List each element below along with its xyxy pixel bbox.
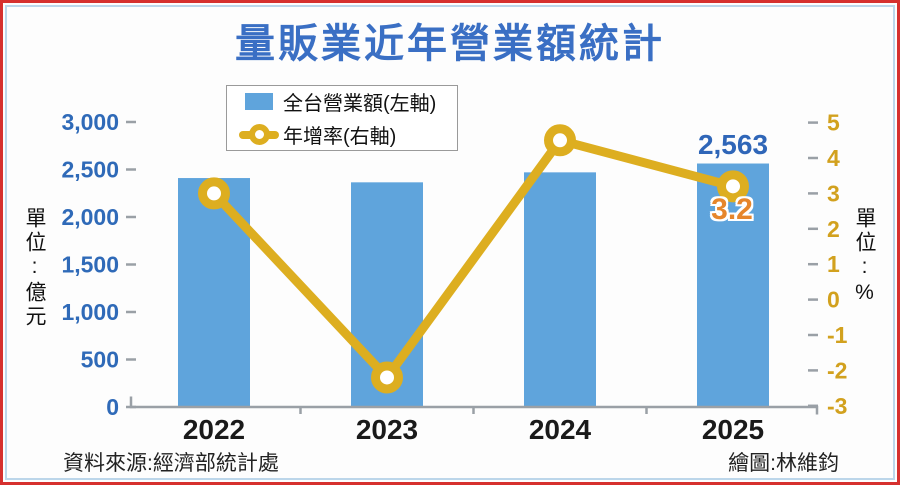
legend-label-growth: 年增率(右軸) bbox=[283, 126, 397, 148]
right-axis-tick-label: 2 bbox=[827, 216, 840, 242]
page-title: 量販業近年營業額統計 bbox=[235, 22, 665, 66]
x-axis-label-2022: 2022 bbox=[183, 414, 245, 445]
right-axis-tick-label: 3 bbox=[827, 180, 840, 206]
left-axis-unit-label: 單位:億元 bbox=[23, 207, 46, 329]
illustrator-credit-text: 繪圖:林維鈞 bbox=[728, 452, 839, 475]
growth-marker-2022 bbox=[198, 177, 230, 210]
revenue-bar-2022 bbox=[178, 178, 250, 407]
right-axis-unit-label: 單位:% bbox=[853, 207, 876, 307]
bar-swatch-icon bbox=[245, 93, 273, 110]
legend-label-revenue: 全台營業額(左軸) bbox=[283, 93, 437, 115]
bar-value-annotation-2025: 2,563 bbox=[697, 129, 769, 160]
right-axis-tick-label: -3 bbox=[827, 393, 847, 419]
left-axis-tick-label: 1,000 bbox=[61, 299, 119, 325]
growth-line bbox=[209, 135, 738, 382]
right-axis-tick-label: 4 bbox=[827, 145, 840, 171]
growth-marker-2023 bbox=[371, 361, 403, 394]
growth-marker-2025 bbox=[717, 170, 749, 203]
right-axis-tick-label: -2 bbox=[827, 357, 847, 383]
right-axis-tick-label: 0 bbox=[827, 287, 840, 313]
right-axis-tick-label: -1 bbox=[827, 322, 848, 348]
right-axis-tick-label: 5 bbox=[827, 110, 840, 136]
legend-item-revenue: 全台營業額(左軸) bbox=[235, 87, 449, 116]
left-axis-tick-label: 1,500 bbox=[61, 252, 119, 278]
growth-marker-2024 bbox=[544, 124, 576, 157]
left-axis-tick-label: 0 bbox=[106, 394, 119, 420]
line-ring-marker-icon bbox=[239, 124, 279, 145]
chart-canvas: 3,000 2,500 2,000 1,500 1,000 500 0 5 4 3 2 1 0 -1 -2 -… bbox=[61, 109, 848, 445]
left-axis-tick-label: 3,000 bbox=[61, 109, 119, 135]
revenue-bar-2025 bbox=[697, 163, 769, 407]
left-axis-tick-label: 2,000 bbox=[61, 204, 119, 230]
right-axis-tick-label: 1 bbox=[827, 251, 840, 277]
left-axis-tick-label: 500 bbox=[81, 347, 119, 373]
data-source-text: 資料來源:經濟部統計處 bbox=[63, 452, 279, 475]
revenue-bar-2024 bbox=[524, 172, 596, 407]
x-axis-label-2024: 2024 bbox=[529, 414, 592, 445]
left-axis-tick-label: 2,500 bbox=[61, 157, 119, 183]
growth-value-annotation-2025: 3.2 bbox=[711, 193, 753, 226]
x-axis-label-2025: 2025 bbox=[702, 414, 764, 445]
legend-box: 全台營業額(左軸) 年增率(右軸) bbox=[226, 85, 458, 151]
x-axis-label-2023: 2023 bbox=[356, 414, 418, 445]
legend-item-growth: 年增率(右軸) bbox=[235, 120, 449, 149]
